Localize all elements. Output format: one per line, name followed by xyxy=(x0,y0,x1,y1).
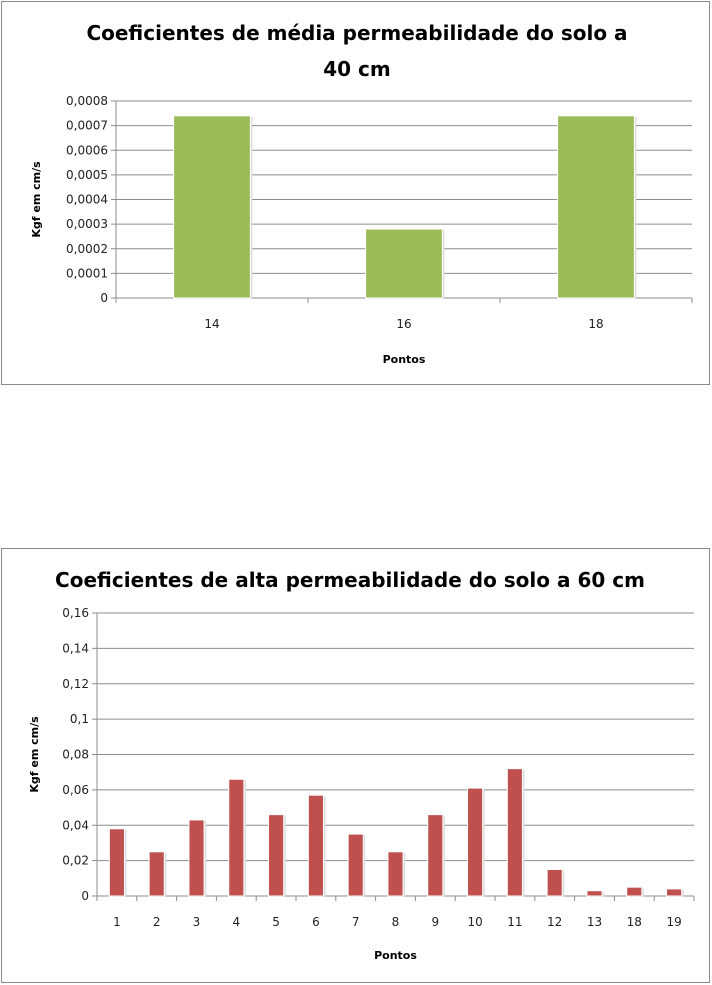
y-tick-label: 0,02 xyxy=(62,854,89,868)
y-tick-label: 0 xyxy=(81,889,89,903)
x-tick-label: 18 xyxy=(588,317,603,331)
y-axis-label: Kgf em cm/s xyxy=(28,716,41,793)
chart-medium-permeability-svg: Coeficientes de média permeabilidade do … xyxy=(30,21,693,366)
x-tick-label: 1 xyxy=(113,915,121,929)
y-tick-label: 0,0001 xyxy=(66,266,108,280)
x-tick-label: 11 xyxy=(507,915,522,929)
bar-11 xyxy=(506,768,523,897)
x-tick-label: 18 xyxy=(627,915,642,929)
y-tick-label: 0,0008 xyxy=(66,94,108,108)
y-tick-label: 0,06 xyxy=(62,783,89,797)
chart-panel-high-permeability: Coeficientes de alta permeabilidade do s… xyxy=(1,548,710,983)
chart-high-permeability-svg: Coeficientes de alta permeabilidade do s… xyxy=(28,568,695,962)
bar-8 xyxy=(387,851,404,897)
x-tick-label: 5 xyxy=(272,915,280,929)
bar-12 xyxy=(546,868,563,897)
x-tick-label: 8 xyxy=(392,915,400,929)
bar-18 xyxy=(626,886,643,897)
x-tick-label: 16 xyxy=(396,317,411,331)
chart-title: Coeficientes de média permeabilidade do … xyxy=(86,21,627,45)
y-tick-label: 0,08 xyxy=(62,748,89,762)
x-tick-label: 7 xyxy=(352,915,360,929)
bar-2 xyxy=(148,851,165,897)
x-tick-label: 19 xyxy=(666,915,681,929)
bar-13 xyxy=(586,890,603,897)
y-tick-label: 0,0006 xyxy=(66,143,108,157)
x-tick-label: 10 xyxy=(467,915,482,929)
bar-10 xyxy=(467,787,484,897)
y-tick-label: 0,1 xyxy=(70,712,89,726)
x-tick-label: 3 xyxy=(193,915,201,929)
y-tick-label: 0,0004 xyxy=(66,193,108,207)
x-tick-label: 9 xyxy=(431,915,439,929)
bar-18 xyxy=(557,115,635,299)
x-tick-label: 6 xyxy=(312,915,320,929)
chart-title: Coeficientes de alta permeabilidade do s… xyxy=(55,568,645,592)
y-tick-label: 0,0007 xyxy=(66,119,108,133)
bar-3 xyxy=(188,819,205,897)
x-tick-label: 13 xyxy=(587,915,602,929)
y-axis-label: Kgf em cm/s xyxy=(30,161,43,238)
bar-1 xyxy=(108,828,125,897)
x-tick-label: 4 xyxy=(232,915,240,929)
bar-16 xyxy=(365,228,443,299)
chart-panel-medium-permeability: Coeficientes de média permeabilidade do … xyxy=(1,1,710,385)
bar-19 xyxy=(666,888,683,897)
bar-14 xyxy=(173,115,251,299)
y-tick-label: 0,0003 xyxy=(66,217,108,231)
bar-7 xyxy=(347,833,364,897)
y-tick-label: 0,04 xyxy=(62,818,89,832)
bar-6 xyxy=(307,794,324,897)
y-tick-label: 0,16 xyxy=(62,606,89,620)
y-tick-label: 0,12 xyxy=(62,677,89,691)
x-axis-label: Pontos xyxy=(374,949,417,962)
y-tick-label: 0,0002 xyxy=(66,242,108,256)
y-tick-label: 0 xyxy=(100,291,108,305)
chart-title: 40 cm xyxy=(323,57,391,81)
bar-5 xyxy=(268,814,285,897)
y-tick-label: 0,0005 xyxy=(66,168,108,182)
bar-9 xyxy=(427,814,444,897)
bar-4 xyxy=(228,778,245,897)
y-tick-label: 0,14 xyxy=(62,641,89,655)
x-tick-label: 14 xyxy=(204,317,219,331)
x-tick-label: 12 xyxy=(547,915,562,929)
x-axis-label: Pontos xyxy=(383,353,426,366)
x-tick-label: 2 xyxy=(153,915,161,929)
